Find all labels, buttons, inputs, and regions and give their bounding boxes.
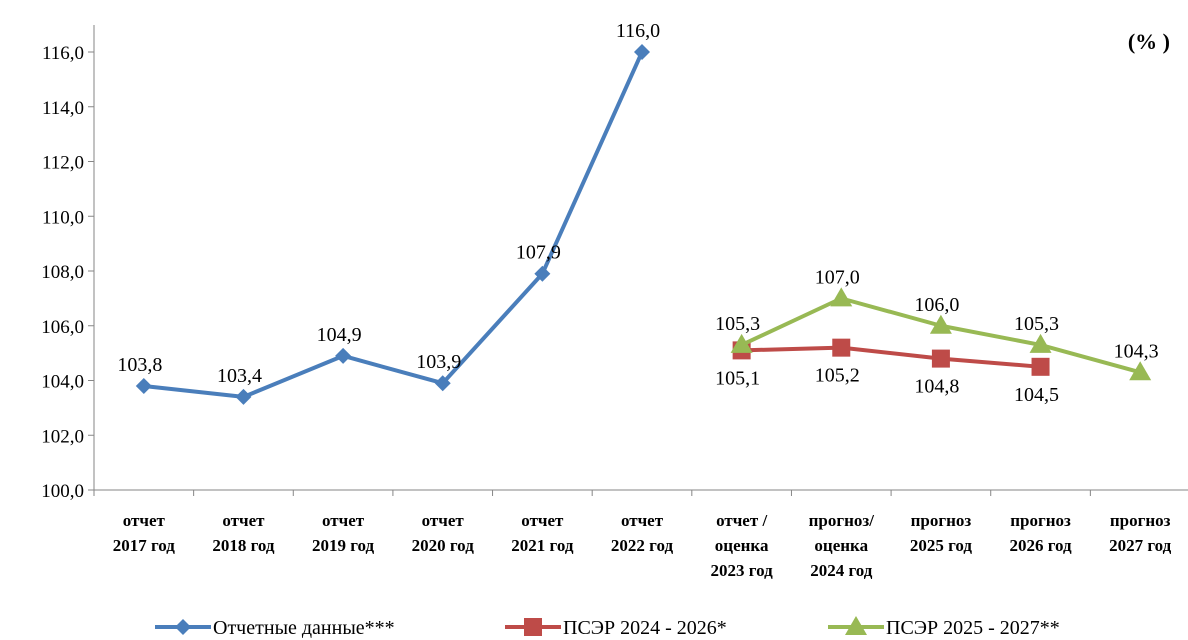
y-tick-label: 102,0	[41, 426, 84, 447]
y-tick-label: 116,0	[42, 43, 84, 64]
data-label: 105,1	[715, 367, 760, 389]
data-label: 107,0	[815, 266, 860, 288]
legend-item: ПСЭР 2025 - 2027**	[828, 616, 1060, 639]
y-tick-label: 114,0	[42, 98, 84, 119]
data-point	[335, 347, 352, 364]
legend-marker	[524, 618, 542, 636]
x-tick-label: прогноз/оценка 2024 год	[809, 511, 875, 580]
y-tick-label: 112,0	[42, 153, 84, 174]
data-point	[931, 349, 950, 368]
y-tick-label: 104,0	[41, 372, 84, 393]
legend-item: Отчетные данные***	[155, 617, 395, 639]
data-label: 103,4	[217, 365, 262, 387]
data-point	[730, 333, 753, 353]
legend-marker	[175, 619, 191, 635]
data-point	[434, 375, 451, 392]
data-label: 107,9	[516, 242, 561, 264]
x-tick-label: отчет / оценка 2023 год	[711, 511, 774, 580]
series-3	[730, 287, 1152, 381]
legend-marker	[845, 616, 867, 635]
data-label: 103,8	[117, 354, 162, 376]
data-point	[235, 388, 252, 405]
data-label: 104,3	[1114, 340, 1159, 362]
legend-label: Отчетные данные***	[213, 617, 395, 639]
axes: 100,0 102,0 104,0 106,0 108,0 110,0 112,0 114,0…	[41, 25, 1188, 580]
data-label: 105,2	[815, 365, 860, 387]
data-label: 105,3	[715, 313, 760, 335]
x-tick-label: отчет 2018 год	[212, 511, 275, 555]
legend: Отчетные данные*** ПСЭР 2024 - 2026* ПСЭР …	[155, 616, 1060, 639]
x-tick-label: прогноз 2025 год	[910, 511, 973, 555]
x-tick-label: отчет 2021 год	[511, 511, 574, 555]
data-label: 104,8	[914, 376, 959, 398]
series-layer	[135, 44, 1152, 405]
data-point	[534, 265, 551, 282]
data-point	[1129, 361, 1152, 381]
series-line	[741, 345, 1041, 369]
x-tick-label: прогноз 2027 год	[1109, 511, 1172, 555]
x-tick-label: прогноз 2026 год	[1009, 511, 1072, 555]
series-line	[143, 51, 644, 399]
y-tick-label: 100,0	[41, 481, 84, 502]
data-label: 104,5	[1014, 384, 1059, 406]
data-point	[634, 44, 650, 60]
data-label: 105,3	[1014, 313, 1059, 335]
x-tick-label: отчет 2022 год	[611, 511, 674, 555]
data-point	[832, 338, 851, 357]
data-labels: 103,8 103,4 104,9 103,9 107,9 116,0 105,1 105,2…	[117, 20, 1158, 406]
x-tick-label: отчет 2019 год	[312, 511, 375, 555]
legend-label: ПСЭР 2024 - 2026*	[563, 617, 727, 639]
data-point	[135, 377, 152, 394]
series-1	[135, 44, 650, 405]
data-label: 103,9	[416, 351, 461, 373]
unit-label: (% )	[1128, 29, 1170, 54]
y-tick-label: 108,0	[41, 262, 84, 283]
x-tick-label: отчет 2017 год	[113, 511, 176, 555]
legend-label: ПСЭР 2025 - 2027**	[886, 617, 1060, 639]
data-point	[929, 314, 952, 334]
x-tick-label: отчет 2020 год	[412, 511, 475, 555]
y-tick-label: 106,0	[41, 317, 84, 338]
data-label: 116,0	[616, 20, 660, 42]
legend-item: ПСЭР 2024 - 2026*	[505, 617, 727, 639]
data-label: 106,0	[914, 294, 959, 316]
data-point	[1031, 357, 1050, 376]
data-label: 104,9	[317, 324, 362, 346]
data-point	[1029, 333, 1052, 353]
series-2	[732, 338, 1050, 376]
y-tick-label: 110,0	[42, 207, 84, 228]
data-point	[830, 287, 853, 307]
